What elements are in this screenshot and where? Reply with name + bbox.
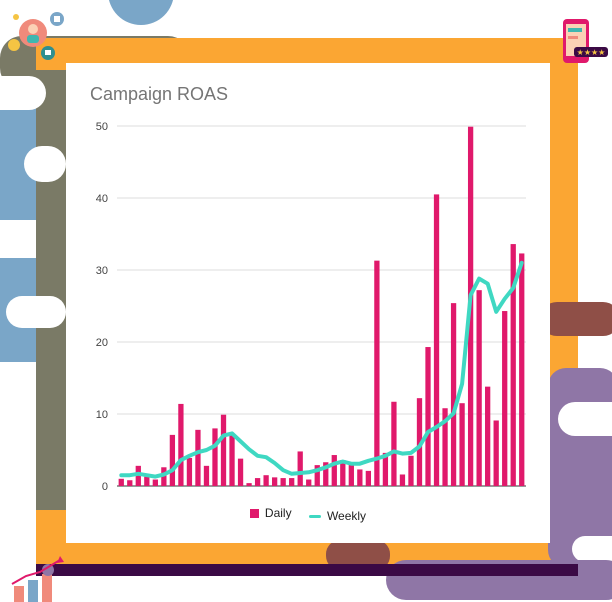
- bar-daily: [161, 467, 167, 486]
- y-tick-label: 20: [96, 337, 108, 349]
- bar-daily: [289, 478, 295, 486]
- bar-daily: [485, 386, 491, 486]
- bar-daily: [416, 398, 423, 486]
- chart-legend: Daily Weekly: [66, 506, 550, 523]
- bar-daily: [144, 476, 150, 486]
- people-network-icon: [8, 12, 64, 60]
- bar-daily: [306, 479, 312, 486]
- brown-block-bottom: [326, 540, 390, 570]
- bar-daily: [246, 483, 252, 486]
- bar-daily: [459, 403, 465, 486]
- bar-daily: [357, 469, 363, 486]
- bar-daily: [374, 260, 380, 486]
- bar-daily: [331, 455, 337, 486]
- y-tick-label: 10: [96, 409, 108, 421]
- chart-plot: 0 10 20 30 40 50: [96, 121, 526, 493]
- y-tick-label: 50: [96, 121, 108, 133]
- brown-pill-right: [540, 302, 612, 336]
- bar-daily: [382, 452, 389, 486]
- bar-daily: [263, 475, 269, 486]
- purple-bar: [36, 564, 578, 576]
- bar-daily: [178, 403, 184, 486]
- white-pill-left-1: [0, 76, 46, 110]
- bar-daily: [476, 290, 482, 486]
- bar-daily: [220, 414, 227, 486]
- bar-daily: [519, 253, 525, 486]
- bar-daily: [195, 429, 201, 486]
- y-tick-label: 0: [102, 481, 108, 493]
- white-pill-right: [558, 402, 612, 436]
- bar-daily: [340, 460, 346, 486]
- growth-chart-icon: [11, 556, 64, 602]
- bar-daily: [118, 478, 124, 486]
- bar-daily: [323, 462, 329, 486]
- legend-swatch-weekly: [308, 514, 321, 518]
- bar-daily: [152, 479, 158, 486]
- bar-daily: [433, 194, 440, 486]
- bar-daily: [280, 478, 286, 486]
- white-pill-left-2: [24, 146, 66, 182]
- legend-swatch-daily: [249, 508, 259, 518]
- bar-daily: [297, 451, 303, 486]
- bar-daily: [391, 401, 397, 486]
- bar-daily: [502, 311, 508, 486]
- white-pill-left-3: [6, 296, 66, 328]
- chart-title: Campaign ROAS: [90, 84, 229, 104]
- svg-text:★★★★: ★★★★: [577, 48, 606, 57]
- bar-daily: [408, 455, 414, 486]
- bar-daily: [348, 462, 354, 486]
- legend-item-daily: Daily: [249, 506, 292, 520]
- legend-item-weekly: Weekly: [308, 509, 367, 523]
- bar-daily: [450, 303, 457, 486]
- bar-daily: [135, 465, 141, 486]
- mobile-review-icon: ★★★★: [563, 19, 608, 63]
- bar-daily: [186, 457, 193, 486]
- bar-daily: [237, 458, 244, 486]
- bar-daily: [425, 347, 431, 486]
- legend-label-weekly: Weekly: [326, 509, 367, 523]
- chart-card: Campaign ROAS 0 10 20 30 40 50 Daily Weekly: [66, 63, 550, 543]
- slate-column: [36, 70, 66, 510]
- line-weekly: [119, 260, 524, 479]
- bar-daily: [254, 478, 261, 486]
- bar-daily: [203, 465, 210, 486]
- y-tick-label: 30: [96, 265, 108, 277]
- bar-daily: [127, 480, 133, 486]
- bar-daily: [510, 244, 516, 486]
- white-pill-right-2: [572, 536, 612, 562]
- bar-daily: [314, 465, 320, 486]
- bar-daily: [399, 474, 406, 486]
- blue-circle-decoration: [108, 0, 174, 25]
- bar-daily: [169, 434, 176, 486]
- bar-daily: [229, 433, 235, 486]
- bar-daily: [365, 470, 372, 486]
- bar-daily: [493, 420, 499, 486]
- bar-daily: [271, 477, 278, 486]
- bar-daily: [212, 428, 218, 486]
- y-tick-label: 40: [96, 193, 108, 205]
- bar-daily: [442, 408, 448, 486]
- legend-label-daily: Daily: [264, 506, 292, 520]
